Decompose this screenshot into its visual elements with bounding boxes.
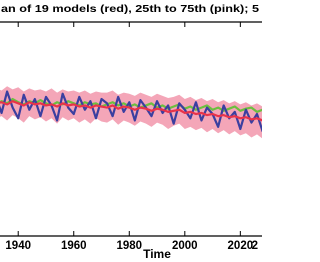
chart-title: an of 19 models (red), 25th to 75th (pin… bbox=[1, 3, 259, 15]
x-tick-label: 2000 bbox=[172, 240, 198, 252]
x-tick-label: 2 bbox=[252, 240, 258, 252]
chart: an of 19 models (red), 25th to 75th (pin… bbox=[0, 3, 262, 261]
x-axis-label: Time bbox=[143, 247, 171, 261]
series-line bbox=[0, 90, 262, 133]
x-tick-label: 1940 bbox=[5, 240, 31, 252]
series-line bbox=[0, 97, 262, 113]
x-tick-label: 2020 bbox=[228, 240, 254, 252]
x-tick-label: 1960 bbox=[61, 240, 87, 252]
series-line bbox=[0, 100, 262, 122]
x-tick-label: 1980 bbox=[116, 240, 142, 252]
